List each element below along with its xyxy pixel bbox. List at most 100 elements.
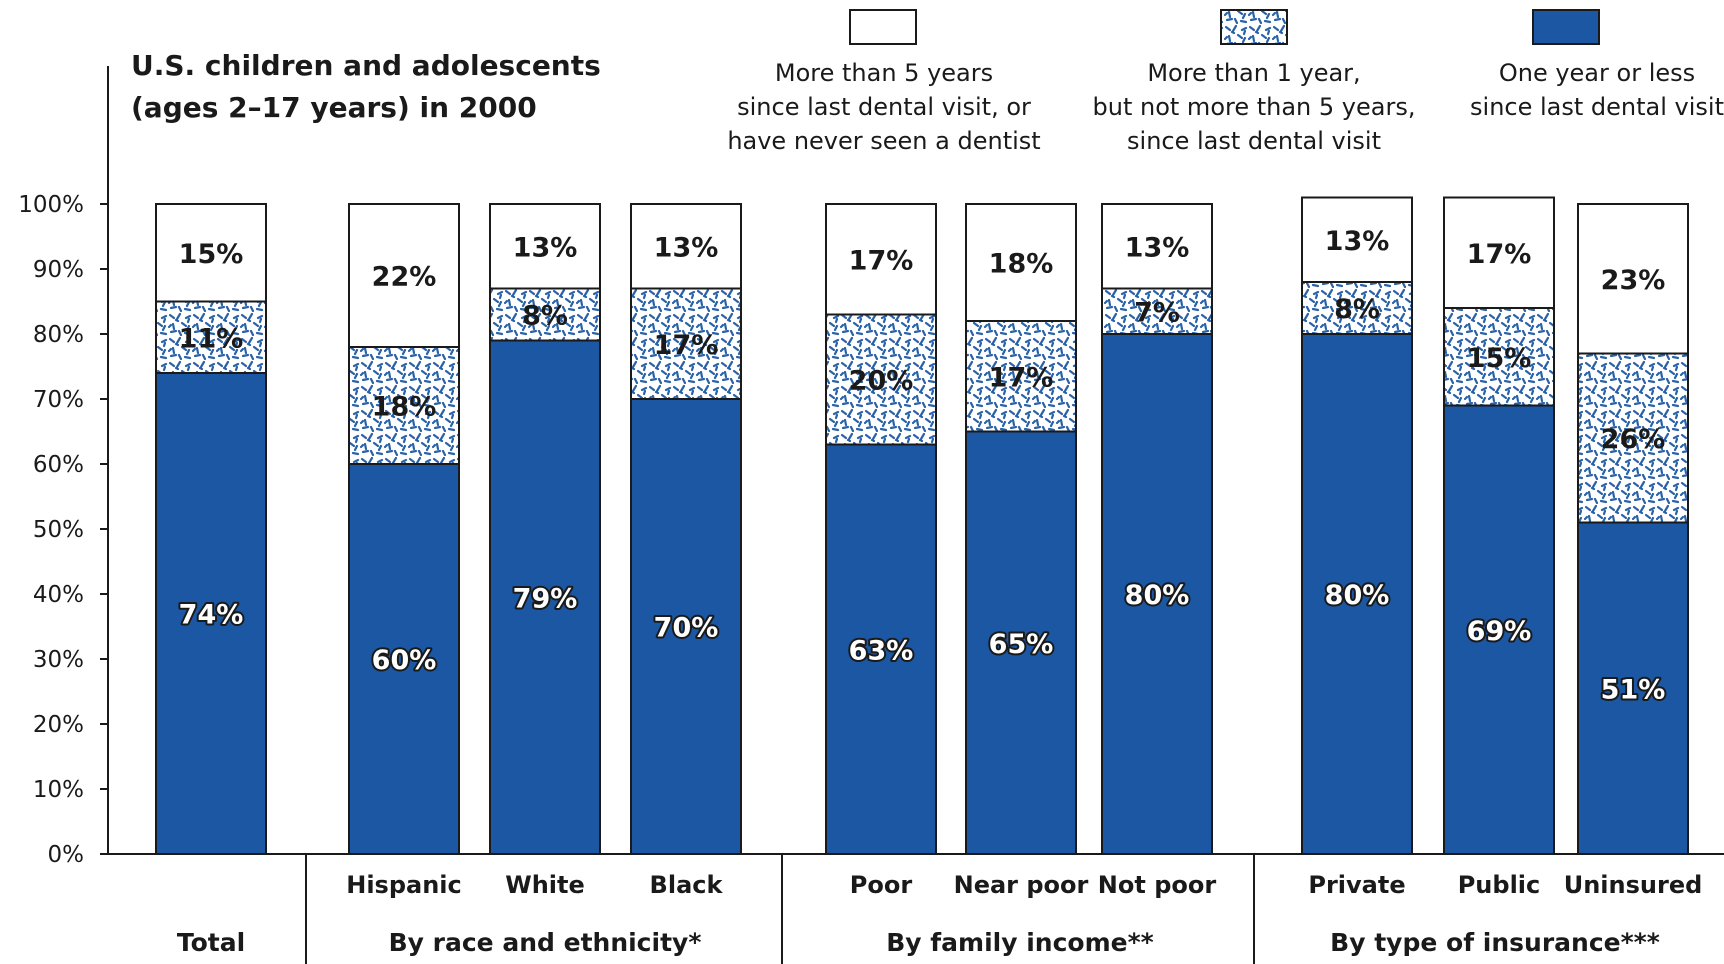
data-label-withinYear: 65% [989,629,1054,660]
bar-segment-oneToFive [965,320,1077,433]
data-label-over5: 13% [513,232,578,263]
bar-segment-withinYear [825,443,937,855]
data-label-oneToFive: 26% [1601,424,1666,455]
data-label-over5: 15% [179,239,244,270]
group-label: By type of insurance*** [1330,928,1660,957]
category-label: Hispanic [346,871,462,899]
legend-label-over5-line2: since last dental visit, or [737,93,1031,121]
bar-segment-withinYear [965,430,1077,855]
legend-label-within-year-line2: since last dental visit [1470,93,1724,121]
bar-segment-withinYear [489,339,601,855]
group-label: By family income** [886,928,1154,957]
legend-label-within-year-line1: One year or less [1499,59,1695,87]
chart-title-line1: U.S. children and adolescents [131,49,601,82]
y-tick-label: 20% [33,712,84,738]
bar-segment-oneToFive [630,287,742,400]
data-label-withinYear: 63% [849,635,914,666]
chart-title-line2: (ages 2–17 years) in 2000 [131,91,537,124]
category-label: Poor [850,871,913,899]
category-label: Public [1458,871,1541,899]
data-label-over5: 13% [654,232,719,263]
bar-segment-oneToFive [1101,287,1213,335]
bar-segment-withinYear [155,372,267,855]
data-label-oneToFive: 17% [654,330,719,361]
category-label: Near poor [954,871,1089,899]
y-tick-label: 70% [33,387,84,413]
category-labels: Hispanic White Black Poor Near poor Not poor P… [177,871,1702,957]
data-label-withinYear: 60% [372,645,437,676]
group-label: By race and ethnicity* [389,928,702,957]
y-tick-label: 30% [33,647,84,673]
data-label-withinYear: 69% [1467,616,1532,647]
bar-segment-over5 [630,203,742,290]
data-label-oneToFive: 11% [179,323,244,354]
y-tick-label: 0% [48,842,85,868]
data-label-over5: 17% [849,245,914,276]
data-label-over5: 18% [989,249,1054,280]
data-label-withinYear: 70% [654,613,719,644]
y-tick-label: 10% [33,777,84,803]
bar-segment-over5 [348,203,460,348]
bar-segment-over5 [1301,196,1413,283]
bar-segment-oneToFive [155,300,267,374]
bar-stack: 79% 8% 13% [489,203,601,855]
group-label: Total [177,928,245,957]
bar-segment-oneToFive [489,287,601,342]
data-label-oneToFive: 15% [1467,343,1532,374]
bar-stack: 74% 11% 15% [155,203,267,855]
bar-segment-over5 [155,203,267,303]
y-tick-label: 90% [33,257,84,283]
bar-stack: 69% 15% 17% [1443,196,1555,855]
bar-segment-over5 [489,203,601,290]
y-tick-label: 40% [33,582,84,608]
legend: More than 5 years since last dental visi… [727,9,1724,155]
y-tick-label: 50% [33,517,84,543]
legend-label-one-to-five-line2: but not more than 5 years, [1093,93,1416,121]
data-label-over5: 23% [1601,265,1666,296]
data-label-over5: 13% [1325,226,1390,257]
legend-swatch-one-to-five [1220,9,1288,45]
data-label-over5: 22% [372,262,437,293]
data-label-oneToFive: 8% [1334,294,1380,325]
data-label-oneToFive: 8% [522,301,568,332]
category-label: Black [650,871,724,899]
category-label: Not poor [1098,871,1217,899]
legend-label-one-to-five-line3: since last dental visit [1127,127,1381,155]
y-tick-label: 60% [33,452,84,478]
data-label-withinYear: 51% [1601,674,1666,705]
bar-stack: 80% 8% 13% [1301,196,1413,855]
bar-stack: 63% 20% 17% [825,203,937,855]
bar-segment-over5 [1101,203,1213,290]
y-tick-label: 80% [33,322,84,348]
bar-segment-withinYear [348,463,460,855]
data-label-withinYear: 80% [1325,580,1390,611]
bar-segment-withinYear [1443,404,1555,855]
bars: 74% 11% 15% 60% 18% 22% 79% 8% 13% 70% 17% 13% 63% 20… [155,196,1689,855]
bar-segment-oneToFive [1301,281,1413,335]
bar-segment-over5 [1577,203,1689,355]
category-label: Private [1308,871,1405,899]
bar-segment-over5 [825,203,937,316]
data-label-over5: 13% [1125,232,1190,263]
legend-label-over5-line3: have never seen a dentist [727,127,1040,155]
bar-segment-over5 [965,203,1077,322]
data-label-over5: 17% [1467,239,1532,270]
bar-segment-over5 [1443,196,1555,309]
data-label-withinYear: 74% [179,600,244,631]
bar-segment-oneToFive [1443,307,1555,407]
data-label-withinYear: 80% [1125,580,1190,611]
data-label-oneToFive: 7% [1134,297,1180,328]
bar-stack: 60% 18% 22% [348,203,460,855]
bar-segment-oneToFive [825,313,937,446]
legend-swatch-within-year [1532,9,1600,45]
data-label-withinYear: 79% [513,583,578,614]
bar-stack: 80% 7% 13% [1101,203,1213,855]
y-tick-label: 100% [18,192,84,218]
legend-swatch-over5 [849,9,917,45]
bar-segment-withinYear [1301,333,1413,855]
bar-segment-withinYear [1577,521,1689,855]
legend-label-over5-line1: More than 5 years [775,59,993,87]
data-label-oneToFive: 20% [849,366,914,397]
legend-label-one-to-five-line1: More than 1 year, [1147,59,1360,87]
